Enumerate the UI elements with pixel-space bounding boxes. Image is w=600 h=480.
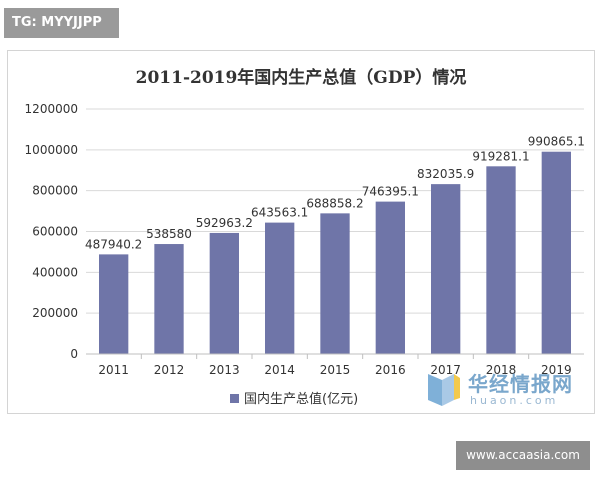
bar	[99, 254, 129, 354]
bar	[375, 201, 405, 354]
chart-frame: 2011-2019年国内生产总值（GDP）情况 0 200000 400000 600…	[7, 50, 595, 414]
data-label: 538580	[146, 227, 192, 241]
x-tick-label: 2016	[375, 363, 406, 377]
y-tick-label: 1000000	[25, 143, 78, 157]
data-label: 487940.2	[85, 237, 142, 251]
x-axis-ticks: 2011 2012 2013 2014 2015 2016 2017 2018 2019	[98, 363, 571, 377]
data-labels: 487940.2 538580 592963.2643563.1688858.274…	[85, 135, 585, 252]
tg-badge: TG: MYYJJPP	[4, 8, 119, 38]
bar	[431, 184, 461, 354]
y-tick-label: 0	[70, 347, 78, 361]
bar	[486, 166, 516, 354]
logo-mark-icon	[428, 374, 460, 406]
x-tick-label: 2019	[541, 363, 572, 377]
y-tick-label: 600000	[32, 225, 78, 239]
x-axis	[86, 353, 584, 359]
data-label: 832035.9	[417, 167, 474, 181]
x-tick-label: 2011	[98, 363, 129, 377]
logo-name-en: huaon.com	[470, 394, 559, 407]
data-label: 592963.2	[196, 216, 253, 230]
bar	[541, 151, 571, 354]
data-label: 746395.1	[362, 185, 419, 199]
bar	[320, 213, 350, 354]
bar	[265, 222, 295, 354]
x-tick-label: 2012	[154, 363, 185, 377]
chart-title: 2011-2019年国内生产总值（GDP）情况	[136, 67, 467, 88]
y-tick-label: 200000	[32, 306, 78, 320]
data-label: 990865.1	[528, 135, 585, 149]
y-tick-label: 1200000	[25, 102, 78, 116]
x-tick-label: 2018	[486, 363, 517, 377]
y-tick-label: 800000	[32, 184, 78, 198]
bar	[209, 232, 239, 354]
bars	[99, 151, 571, 354]
x-tick-label: 2017	[430, 363, 461, 377]
watermark-url: www.accaasia.com	[456, 441, 590, 470]
data-label: 919281.1	[472, 149, 529, 163]
x-tick-label: 2015	[320, 363, 351, 377]
y-axis-ticks: 0 200000 400000 600000 800000 1000000 1200000	[25, 102, 78, 361]
legend-swatch	[230, 394, 239, 403]
y-tick-label: 400000	[32, 265, 78, 279]
legend-label: 国内生产总值(亿元)	[244, 391, 358, 407]
gdp-bar-chart: 2011-2019年国内生产总值（GDP）情况 0 200000 400000 600…	[25, 67, 585, 407]
x-tick-label: 2013	[209, 363, 240, 377]
legend: 国内生产总值(亿元)	[230, 391, 358, 407]
huajing-logo: 华经情报网 huaon.com	[424, 368, 592, 412]
bar	[154, 244, 184, 354]
x-tick-label: 2014	[264, 363, 295, 377]
data-label: 688858.2	[306, 196, 363, 210]
data-label: 643563.1	[251, 206, 308, 220]
logo-name-cn: 华经情报网	[468, 372, 573, 396]
